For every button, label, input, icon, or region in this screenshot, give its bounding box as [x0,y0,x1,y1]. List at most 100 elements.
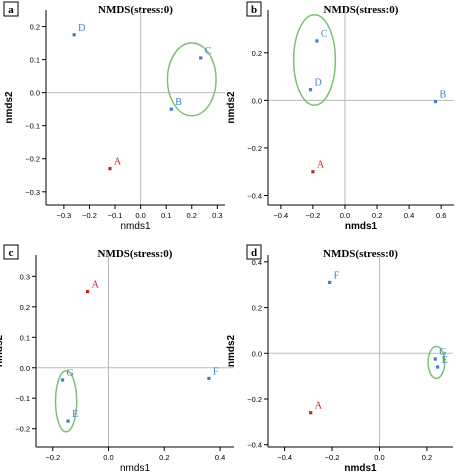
x-tick-label: 0.4 [215,453,225,462]
panel-title: NMDS(stress:0) [98,248,173,260]
y-axis-label: nmds2 [0,334,5,367]
x-axis-label: nmds1 [344,463,377,474]
y-tick-label: 0.2 [252,304,262,313]
data-point-E [435,365,440,369]
y-axis-label: nmds2 [226,334,237,367]
data-point-B [433,99,438,104]
x-tick-label: 0.2 [422,453,432,462]
point-label: A [114,157,122,168]
y-tick-label: 0.0 [20,364,30,373]
y-axis-label: nmds2 [226,91,237,124]
y-tick-label: 0.4 [252,258,262,267]
point-label: E [442,355,448,366]
x-tick-label: −0.2 [45,453,60,462]
panel-title: NMDS(stress:0) [98,4,173,16]
data-point-A [309,411,313,415]
x-tick-label: −0.4 [277,453,292,462]
panel-letter: a [8,4,14,16]
point-label: D [314,78,321,89]
point-label: B [440,90,447,101]
x-tick-label: 0.2 [372,211,382,220]
point-label: F [334,270,340,281]
group-ellipse [54,370,78,433]
y-tick-label: 0.2 [252,49,262,58]
data-point-D [308,88,313,92]
y-tick-label: −0.2 [25,155,40,164]
data-point-G [433,357,437,361]
y-tick-label: 0.0 [252,349,262,358]
data-point-F [328,280,332,285]
data-point-A [85,289,90,294]
panel-letter: b [251,4,257,16]
y-tick-label: −0.2 [247,395,262,404]
group-ellipse [292,14,337,106]
point-label: G [66,368,73,379]
y-tick-label: −0.4 [247,191,262,200]
x-tick-label: 0.0 [374,453,384,462]
x-tick-label: −0.2 [305,211,320,220]
data-point-C [315,39,319,43]
y-tick-label: −0.2 [15,425,30,434]
panel-letter-box [246,244,262,260]
point-label: A [315,401,323,412]
data-point-A [108,167,112,171]
panel-title: NMDS(stress:0) [323,248,398,260]
panel-letter: d [251,247,257,259]
panel-letter: c [9,247,14,259]
point-label: B [175,97,182,108]
y-tick-label: −0.1 [15,394,30,403]
data-point-E [66,419,70,423]
point-label: D [78,23,85,34]
y-tick-label: −0.4 [247,441,262,450]
x-tick-label: −0.4 [273,211,288,220]
data-point-C [199,56,203,60]
y-tick-label: −0.3 [25,188,40,197]
point-label: C [321,29,328,40]
x-axis-label: nmds1 [345,221,378,232]
point-label: F [213,366,219,377]
point-label: C [205,46,212,57]
y-tick-label: 0.0 [30,89,40,98]
x-tick-label: 0.3 [212,211,222,220]
panel-letter-box [3,1,19,17]
data-point-D [72,33,76,37]
x-tick-label: 0.0 [340,211,350,220]
group-ellipse [166,42,217,117]
panel-a: a NMDS(stress:0) −0.3 −0.2 −0.1 0.0 0.1 0.2 0.3 −… [3,1,225,232]
x-tick-label: −0.2 [325,453,340,462]
point-label: G [439,347,446,358]
x-tick-label: −0.3 [56,211,71,220]
data-point-A [311,170,315,174]
group-ellipse [427,345,446,380]
x-tick-label: 0.0 [135,211,145,220]
panel-c: c NMDS(stress:0) −0.2 0.0 0.2 0.4 −0.2 −0.1 0.0 0… [0,244,234,474]
panel-title: NMDS(stress:0) [324,4,399,16]
x-tick-label: −0.2 [82,211,97,220]
x-tick-label: −0.1 [108,211,123,220]
data-point-G [60,378,65,382]
point-label: A [92,280,100,291]
y-tick-label: 0.2 [30,23,40,32]
point-label: A [317,160,325,171]
x-axis-label: nmds1 [120,221,150,232]
panel-letter-box [246,1,262,17]
y-tick-label: 0.2 [20,303,30,312]
y-tick-label: −0.2 [247,144,262,153]
x-tick-label: 0.2 [187,211,197,220]
y-tick-label: 0.3 [20,272,30,281]
point-label: E [72,409,78,420]
data-point-B [169,107,173,111]
y-axis-label: nmds2 [4,91,15,124]
panel-b: b NMDS(stress:0) −0.4 −0.2 0.0 0.2 0.4 0.6 −0.4 −… [226,1,454,232]
y-tick-label: 0.1 [20,333,30,342]
panel-d: d NMDS(stress:0) −0.4 −0.2 0.0 0.2 −0.4 −0.2 0.0… [226,244,453,474]
x-tick-label: 0.2 [159,453,169,462]
x-axis-label: nmds1 [120,463,150,474]
y-tick-label: 0.1 [30,56,40,65]
x-tick-label: 0.6 [436,211,446,220]
panel-letter-box [3,244,19,260]
x-tick-label: 0.0 [103,453,113,462]
y-tick-label: 0.0 [252,96,262,105]
x-tick-label: 0.4 [404,211,414,220]
